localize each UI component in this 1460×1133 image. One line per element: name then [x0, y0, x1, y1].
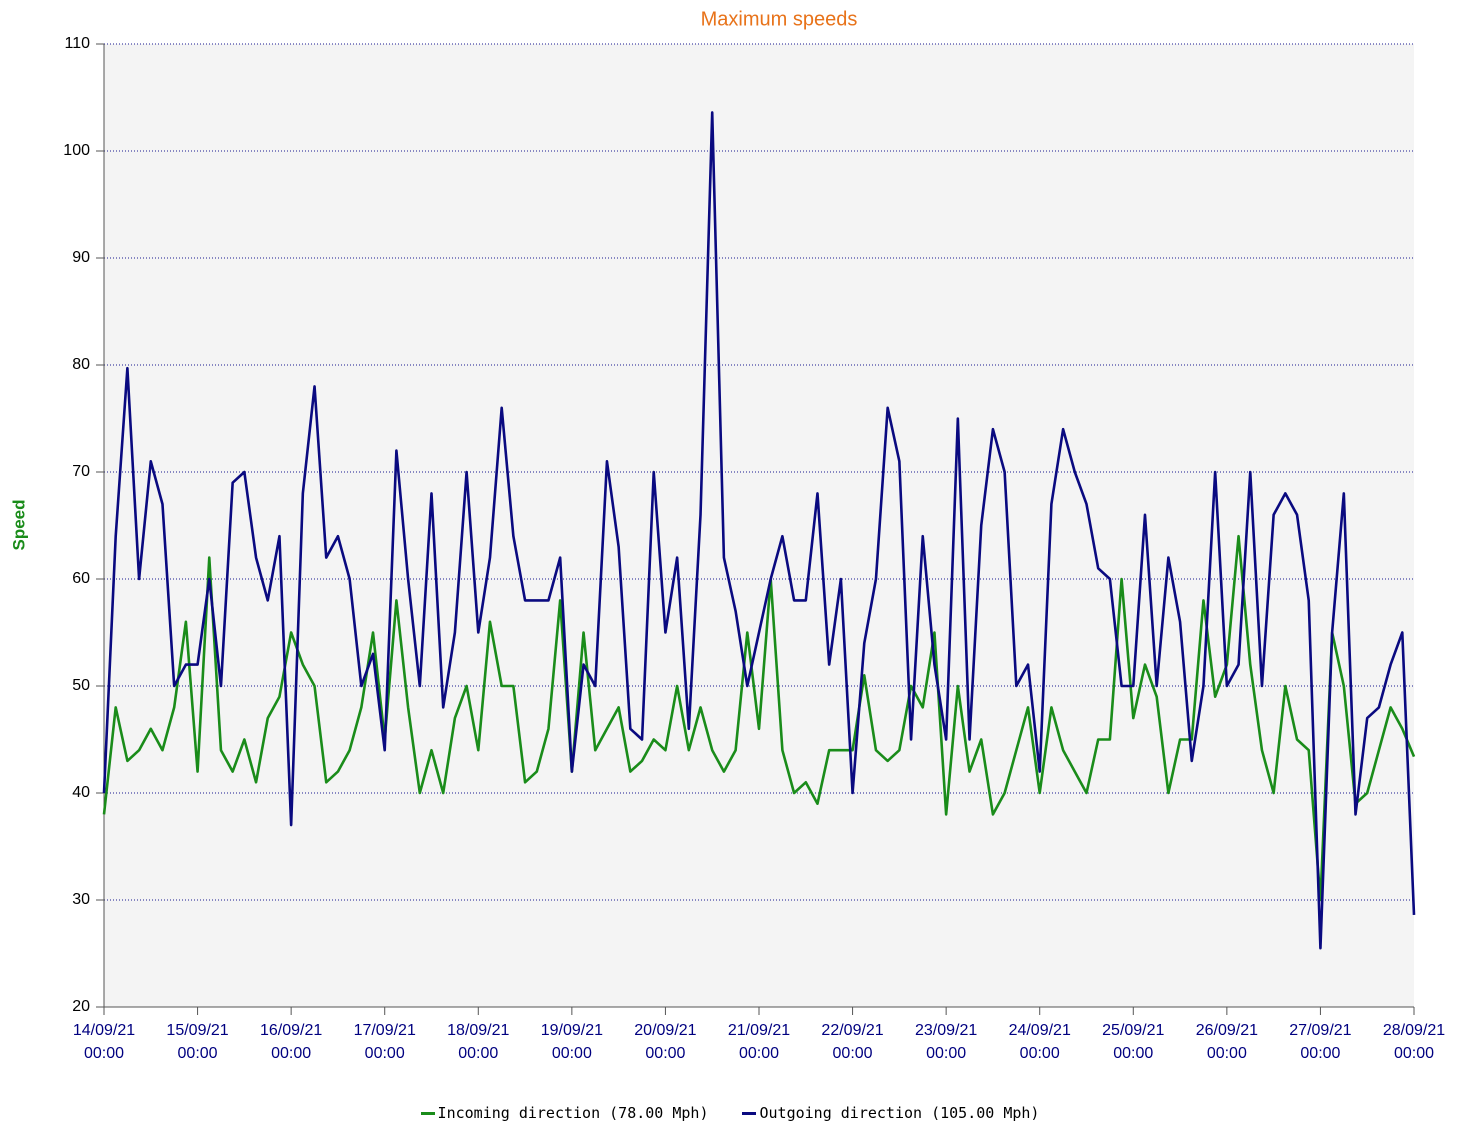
x-tick-label: 28/09/21 00:00 [1382, 1022, 1446, 1062]
x-tick-label: 26/09/21 00:00 [1195, 1022, 1258, 1062]
legend-label: Outgoing direction (105.00 Mph) [759, 1104, 1040, 1122]
legend-swatch [742, 1111, 757, 1115]
y-tick-label: 90 [72, 249, 90, 266]
x-tick-label: 15/09/21 00:00 [166, 1022, 229, 1062]
chart-title: Maximum speeds [701, 8, 858, 30]
y-axis-label: Speed [9, 499, 28, 550]
x-tick-label: 16/09/21 00:00 [260, 1022, 323, 1062]
y-tick-label: 20 [72, 998, 90, 1015]
y-tick-label: 40 [72, 784, 90, 801]
x-tick-label: 21/09/21 00:00 [727, 1022, 791, 1062]
plot-area [104, 44, 1414, 1007]
x-tick-label: 25/09/21 00:00 [1102, 1022, 1165, 1062]
legend-item: Incoming direction (78.00 Mph) [420, 1104, 709, 1122]
x-tick-label: 18/09/21 00:00 [447, 1022, 510, 1062]
series-line [102, 534, 1416, 902]
series-line [102, 111, 1416, 950]
x-tick-label: 22/09/21 00:00 [821, 1022, 884, 1062]
y-tick-label: 110 [64, 35, 90, 52]
legend-label: Incoming direction (78.00 Mph) [437, 1104, 709, 1122]
x-tick-label: 24/09/21 00:00 [1008, 1022, 1071, 1062]
x-tick-label: 14/09/21 00:00 [72, 1022, 136, 1062]
legend-swatch [420, 1111, 435, 1115]
x-tick-label: 23/09/21 00:00 [915, 1022, 978, 1062]
legend: Incoming direction (78.00 Mph) Outgoing d… [0, 1104, 1460, 1122]
y-tick-label: 70 [72, 463, 90, 480]
legend-item: Outgoing direction (105.00 Mph) [742, 1104, 1039, 1122]
x-tick-label: 19/09/21 00:00 [540, 1022, 603, 1062]
x-tick-label: 27/09/21 00:00 [1289, 1022, 1352, 1062]
x-tick-label: 17/09/21 00:00 [353, 1022, 416, 1062]
y-tick-label: 60 [72, 570, 90, 587]
y-tick-label: 80 [72, 356, 90, 373]
y-tick-label: 100 [63, 142, 90, 159]
x-tick-label: 20/09/21 00:00 [634, 1022, 697, 1062]
y-tick-label: 30 [72, 891, 90, 908]
y-tick-label: 50 [72, 677, 90, 694]
